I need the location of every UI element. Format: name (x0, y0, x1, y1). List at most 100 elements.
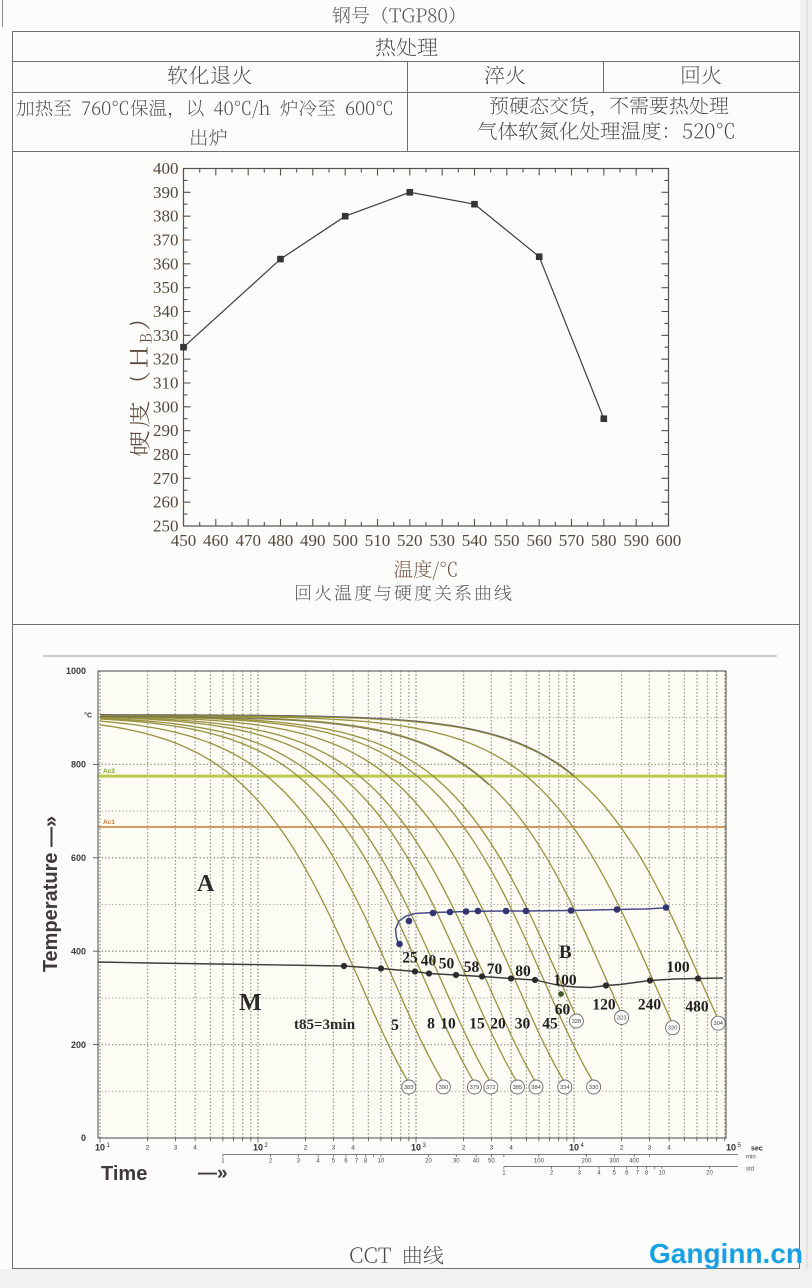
svg-text:B: B (559, 942, 572, 963)
svg-text:5: 5 (738, 1143, 742, 1149)
svg-text:1: 1 (502, 1171, 506, 1177)
svg-text:8: 8 (427, 1016, 435, 1033)
svg-text:600: 600 (656, 531, 682, 550)
svg-text:470: 470 (235, 531, 261, 550)
svg-text:40: 40 (473, 1159, 480, 1165)
svg-text:3: 3 (578, 1171, 582, 1177)
svg-text:400: 400 (71, 946, 86, 956)
svg-text:7: 7 (636, 1171, 640, 1177)
svg-text:5: 5 (613, 1171, 617, 1177)
svg-text:120: 120 (592, 997, 616, 1014)
svg-text:383: 383 (404, 1085, 414, 1091)
svg-text:240: 240 (638, 997, 662, 1014)
svg-text:t85=3min: t85=3min (294, 1017, 356, 1033)
svg-text:310: 310 (153, 374, 179, 393)
svg-text:10: 10 (253, 1143, 263, 1153)
svg-text:10: 10 (726, 1143, 736, 1153)
svg-text:4: 4 (667, 1145, 671, 1152)
svg-text:4: 4 (581, 1143, 585, 1149)
svg-text:20: 20 (706, 1171, 713, 1177)
svg-text:400: 400 (629, 1159, 640, 1165)
svg-text:10: 10 (440, 1016, 456, 1033)
svg-text:350: 350 (153, 278, 179, 297)
svg-text:2: 2 (550, 1171, 554, 1177)
svg-text:20: 20 (425, 1159, 432, 1165)
svg-text:460: 460 (203, 531, 229, 550)
svg-text:100: 100 (666, 959, 690, 976)
svg-text:1: 1 (221, 1159, 225, 1165)
svg-text:340: 340 (153, 302, 179, 321)
svg-text:370: 370 (153, 231, 179, 250)
svg-text:80: 80 (515, 963, 531, 980)
svg-text:384: 384 (531, 1085, 541, 1091)
svg-text:10: 10 (95, 1143, 105, 1153)
svg-text:3: 3 (297, 1159, 301, 1165)
svg-text:3: 3 (332, 1145, 336, 1152)
svg-text:330: 330 (589, 1085, 599, 1091)
svg-text:600: 600 (71, 853, 86, 863)
svg-text:270: 270 (153, 469, 179, 488)
svg-text:10: 10 (411, 1143, 421, 1153)
svg-text:320: 320 (153, 350, 179, 369)
svg-text:25: 25 (402, 950, 418, 967)
svg-text:40: 40 (421, 953, 437, 970)
svg-text:4: 4 (316, 1159, 320, 1165)
svg-text:200: 200 (581, 1159, 592, 1165)
svg-text:Time: Time (101, 1163, 147, 1185)
svg-text:480: 480 (268, 531, 294, 550)
svg-text:5: 5 (332, 1159, 336, 1165)
svg-text:500: 500 (332, 531, 358, 550)
svg-text:6: 6 (344, 1159, 348, 1165)
svg-text:5: 5 (391, 1017, 399, 1034)
svg-text:490: 490 (300, 531, 326, 550)
svg-text:1: 1 (107, 1143, 111, 1149)
svg-text:560: 560 (526, 531, 552, 550)
svg-text:328: 328 (572, 1019, 582, 1025)
svg-text:390: 390 (439, 1085, 449, 1091)
svg-text:°C: °C (84, 711, 92, 719)
svg-text:10: 10 (569, 1143, 579, 1153)
svg-text:2: 2 (265, 1143, 269, 1149)
svg-text:60: 60 (555, 1002, 571, 1019)
svg-text:290: 290 (153, 421, 179, 440)
svg-text:530: 530 (429, 531, 455, 550)
svg-text:50: 50 (488, 1159, 495, 1165)
svg-text:2: 2 (620, 1145, 624, 1152)
svg-text:550: 550 (494, 531, 520, 550)
svg-text:300: 300 (609, 1159, 620, 1165)
svg-text:330: 330 (153, 326, 179, 345)
svg-text:304: 304 (713, 1021, 723, 1027)
svg-text:379: 379 (470, 1085, 480, 1091)
svg-text:323: 323 (617, 1016, 627, 1022)
svg-text:3: 3 (648, 1145, 652, 1152)
svg-text:260: 260 (153, 493, 179, 512)
svg-text:6: 6 (625, 1171, 629, 1177)
svg-text:590: 590 (623, 531, 649, 550)
svg-text:4: 4 (193, 1145, 197, 1152)
svg-text:70: 70 (487, 961, 503, 978)
svg-text:385: 385 (513, 1085, 523, 1091)
svg-text:372: 372 (486, 1085, 496, 1091)
svg-text:540: 540 (462, 531, 488, 550)
svg-text:A: A (197, 871, 215, 897)
svg-text:45: 45 (542, 1016, 558, 1033)
svg-text:8: 8 (645, 1171, 649, 1177)
svg-text:250: 250 (153, 517, 179, 536)
svg-text:2: 2 (146, 1145, 150, 1152)
svg-text:M: M (239, 990, 262, 1016)
svg-text:20: 20 (490, 1016, 506, 1033)
svg-text:300: 300 (153, 397, 179, 416)
svg-text:sec: sec (751, 1146, 763, 1153)
svg-text:380: 380 (153, 207, 179, 226)
svg-text:std: std (746, 1167, 754, 1173)
svg-text:30: 30 (515, 1016, 531, 1033)
svg-text:4: 4 (597, 1171, 601, 1177)
svg-text:4: 4 (351, 1145, 355, 1152)
svg-text:4: 4 (509, 1145, 513, 1152)
svg-text:30: 30 (453, 1159, 460, 1165)
svg-text:0: 0 (81, 1133, 86, 1143)
svg-text:2: 2 (269, 1159, 273, 1165)
svg-text:520: 520 (397, 531, 423, 550)
svg-text:3: 3 (174, 1145, 178, 1152)
svg-text:100: 100 (553, 972, 577, 989)
